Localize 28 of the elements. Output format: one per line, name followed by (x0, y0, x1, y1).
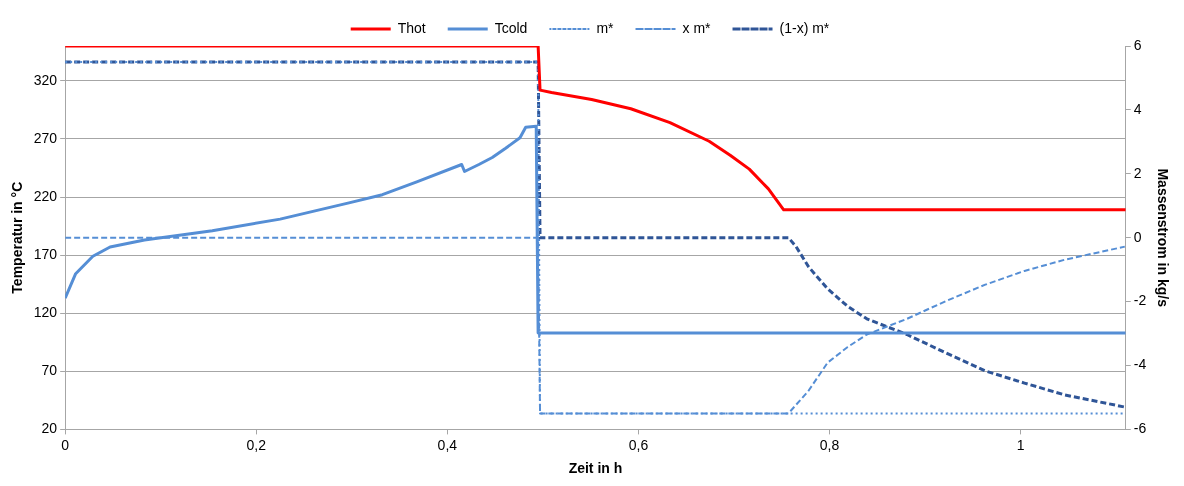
legend-label: Tcold (494, 19, 528, 36)
y-tick-label: 120 (33, 304, 58, 321)
y2-tick-label: 2 (1133, 164, 1142, 181)
legend-label: Thot (397, 19, 426, 36)
y2-axis-title: Massenstrom in kg/s (1154, 168, 1171, 308)
y-tick-label: 20 (41, 420, 58, 437)
x-tick-label: 1 (1016, 436, 1025, 453)
y-tick-label: 70 (41, 362, 58, 379)
x-tick-label: 0,4 (437, 436, 458, 453)
y2-tick-label: -4 (1133, 356, 1147, 373)
legend-label: m* (596, 19, 615, 36)
x-tick-label: 0,8 (819, 436, 840, 453)
y2-tick-label: 6 (1133, 36, 1142, 53)
y-tick-label: 270 (33, 129, 58, 146)
y2-tick-label: -2 (1133, 292, 1147, 309)
y-tick-label: 170 (33, 245, 58, 262)
y2-tick-label: -6 (1133, 420, 1147, 437)
y2-tick-label: 4 (1133, 100, 1142, 117)
y2-tick-label: 0 (1133, 228, 1142, 245)
y-tick-label: 220 (33, 187, 58, 204)
legend-label: (1-x) m* (779, 19, 830, 36)
x-tick-label: 0 (61, 436, 70, 453)
legend-label: x m* (682, 19, 712, 36)
y-axis-title: Temperatur in °C (9, 181, 26, 294)
x-tick-label: 0,2 (246, 436, 267, 453)
x-tick-label: 0,6 (628, 436, 649, 453)
x-axis-title: Zeit in h (568, 460, 623, 477)
y-tick-label: 320 (33, 71, 58, 88)
